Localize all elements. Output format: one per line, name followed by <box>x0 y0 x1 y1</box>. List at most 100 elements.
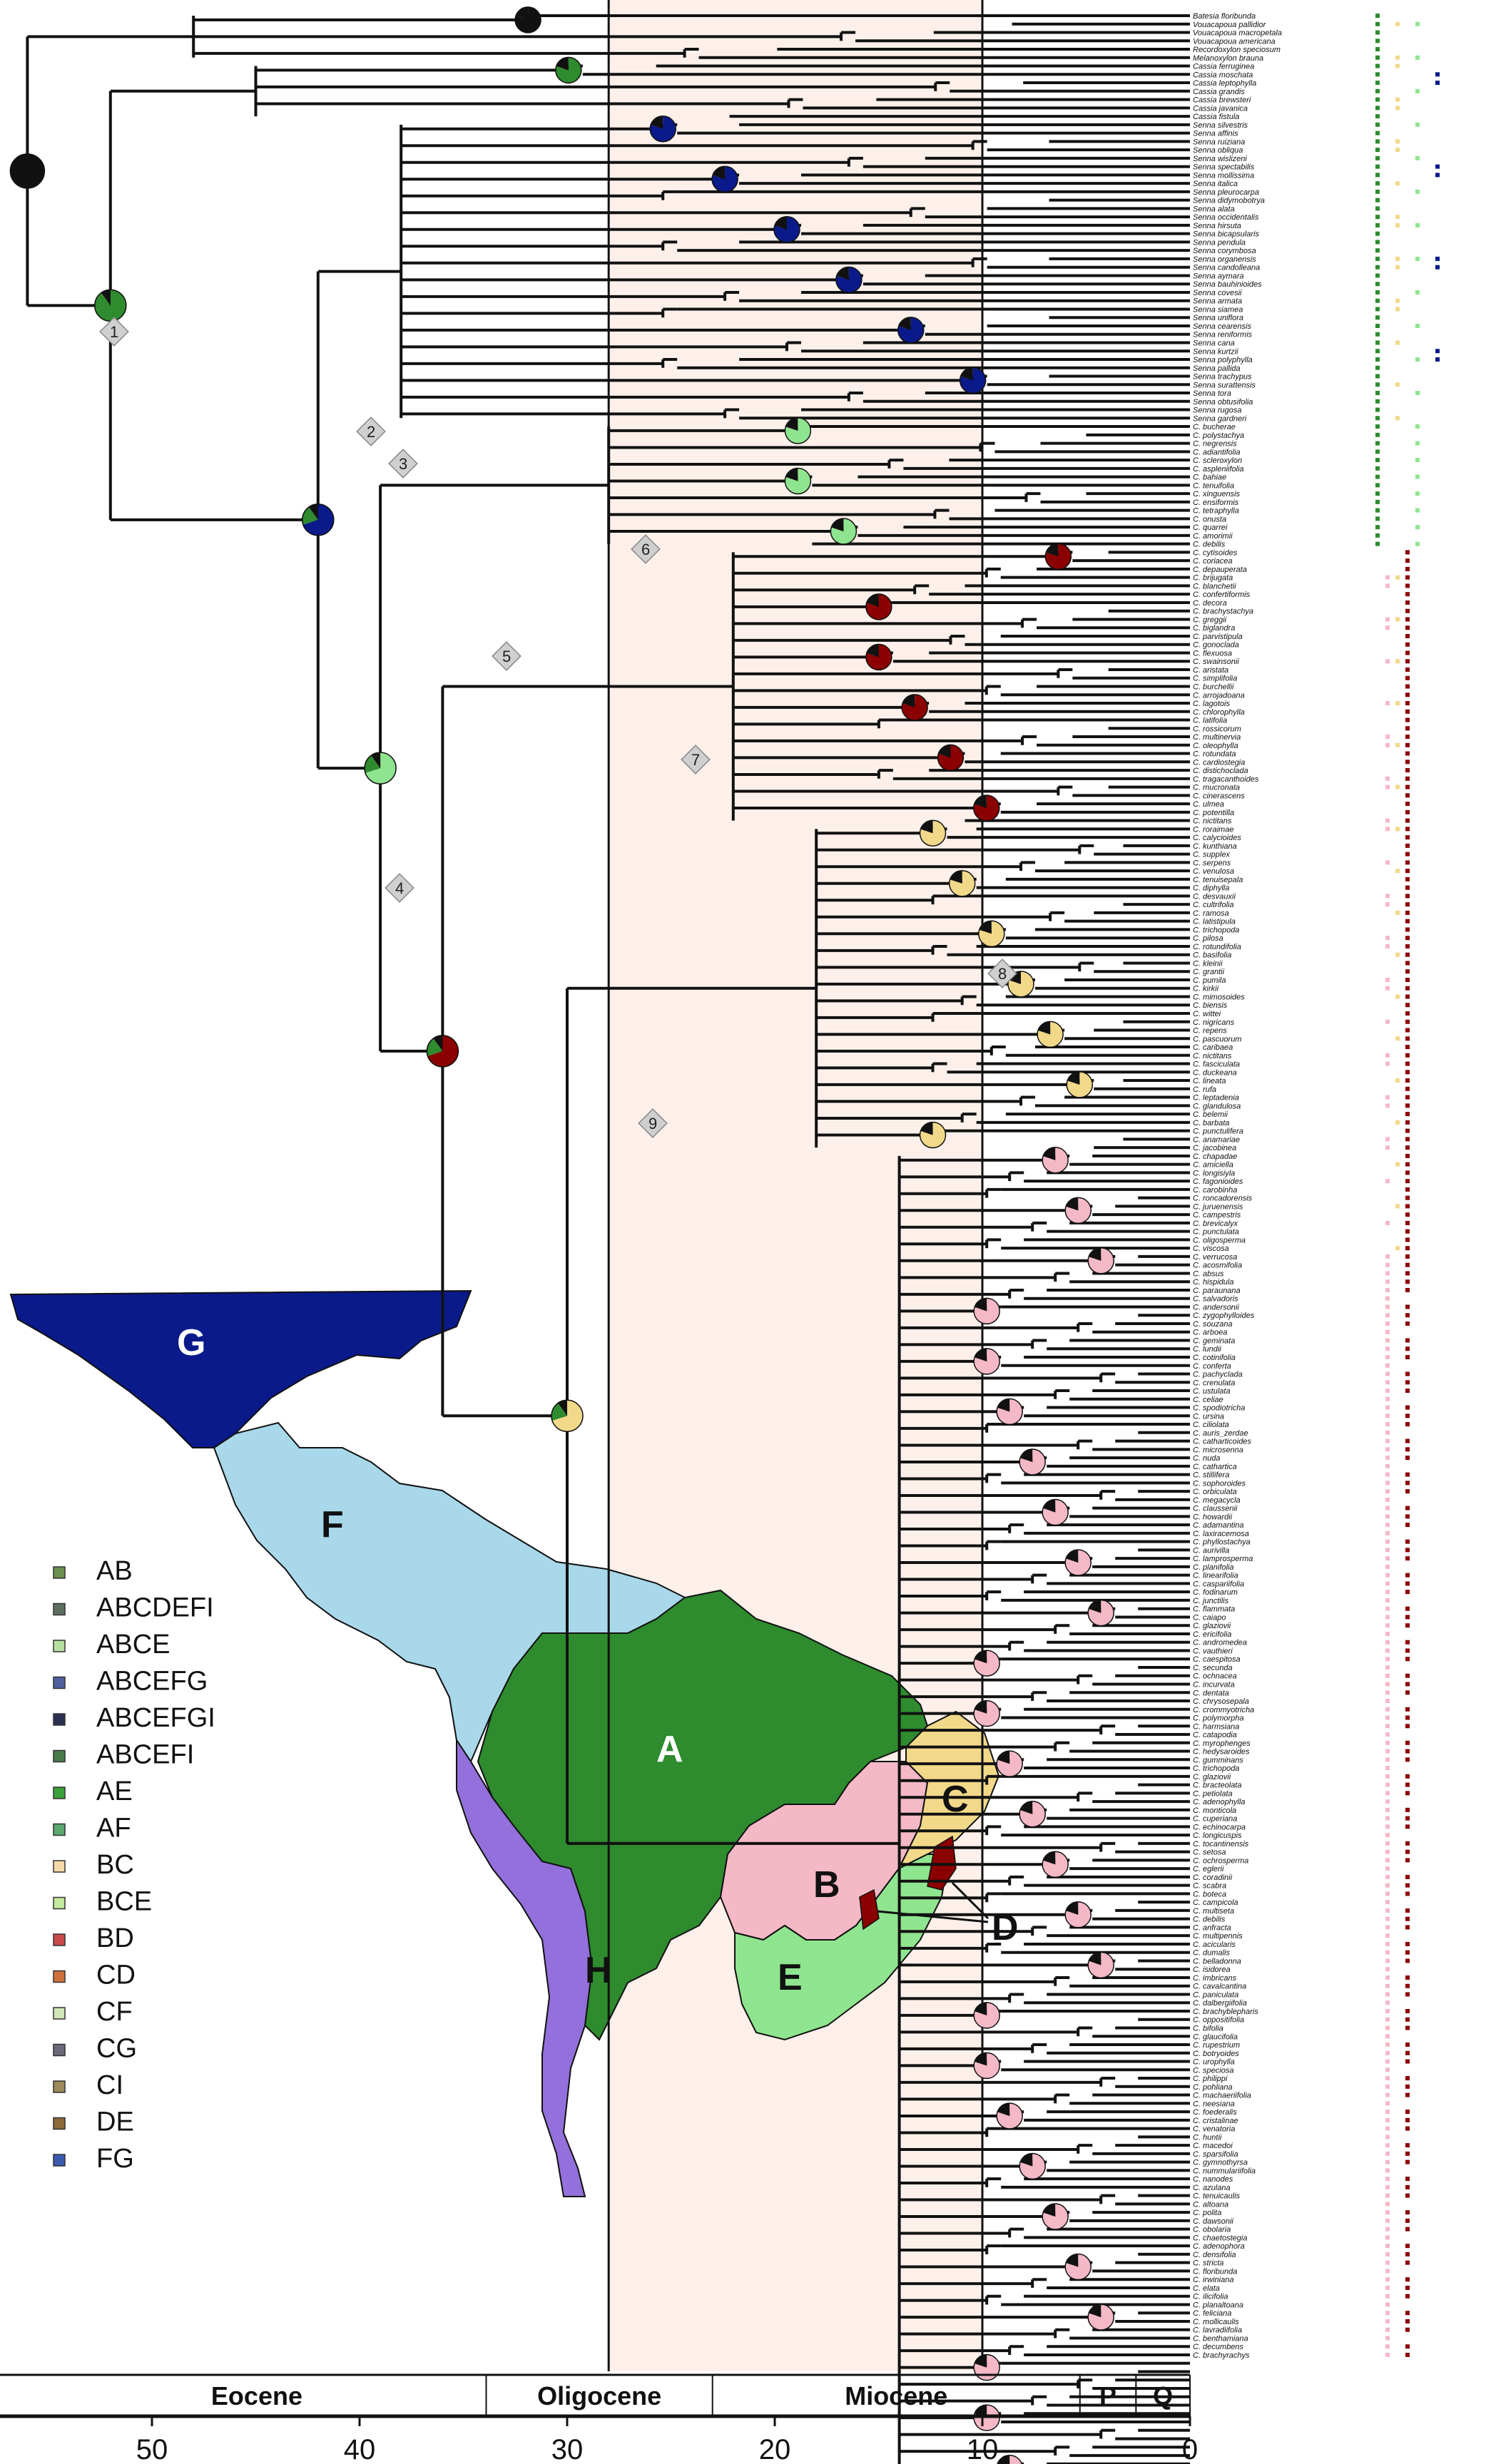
range-dot <box>1385 1447 1390 1452</box>
pie-slice <box>1089 2304 1101 2318</box>
tip-label: Cassia javanica <box>1193 104 1248 113</box>
tip-label: C. elata <box>1193 2284 1220 2293</box>
node-label: 2 <box>356 416 386 446</box>
tip-label: Senna candolleana <box>1193 264 1260 272</box>
range-dot <box>1385 1615 1390 1620</box>
range-dot <box>1375 88 1380 93</box>
tip-label: C. crenulata <box>1193 1379 1235 1387</box>
ancestral-pie <box>919 1121 947 1149</box>
tip-label: C. foederalis <box>1193 2108 1237 2117</box>
range-dot <box>1415 189 1420 194</box>
range-dot <box>1405 1950 1410 1955</box>
pie-slice <box>830 518 857 545</box>
range-dot <box>1385 1640 1390 1645</box>
tip-label: Senna bauhinioides <box>1193 280 1262 289</box>
range-dot <box>1375 315 1380 320</box>
range-dot <box>1405 1824 1410 1829</box>
pie-slice <box>433 1035 443 1051</box>
range-dot <box>1405 760 1410 765</box>
tip-label: Senna bicapsularis <box>1193 230 1259 239</box>
tip-label: C. orbiculata <box>1193 1488 1237 1496</box>
range-dot <box>1375 323 1380 328</box>
range-dot <box>1385 1824 1390 1829</box>
range-dot <box>1405 1925 1410 1930</box>
tip-label: C. greggii <box>1193 615 1227 624</box>
range-dot <box>1395 994 1400 999</box>
range-dot <box>1405 2218 1410 2223</box>
map-label-d: D <box>992 1907 1019 1948</box>
pie-outline <box>1019 1800 1046 1828</box>
pie-outline <box>773 216 800 243</box>
range-dot <box>1405 1061 1410 1066</box>
range-dot <box>1405 768 1410 773</box>
range-dot <box>1385 2184 1390 2189</box>
pie-slice <box>975 2002 987 2015</box>
pie-outline <box>1037 1021 1064 1048</box>
range-dot <box>1405 2193 1410 2198</box>
tip-label: C. scabra <box>1193 1882 1226 1891</box>
tip-label: C. petiolata <box>1193 1789 1233 1798</box>
tip-label: C. quarrei <box>1193 523 1228 532</box>
pie-slice <box>866 644 879 658</box>
tip-label: C. leptadenia <box>1193 1094 1239 1103</box>
node-label: 6 <box>631 534 661 564</box>
range-dot <box>1405 1078 1410 1083</box>
range-dot <box>1405 1816 1410 1821</box>
ancestral-pie <box>1019 1800 1046 1828</box>
range-dot <box>1395 416 1400 421</box>
range-dot <box>1385 2294 1390 2299</box>
tip-label: C. oligosperma <box>1193 1236 1246 1244</box>
legend-swatch <box>53 2007 66 2020</box>
pie-slice <box>997 1399 1023 1425</box>
range-dot <box>1385 2210 1390 2215</box>
range-dot <box>1405 583 1410 588</box>
range-dot <box>1385 1682 1390 1687</box>
tip-label: C. azulana <box>1193 2184 1231 2192</box>
range-dot <box>1385 1908 1390 1913</box>
range-dot <box>1405 1103 1410 1108</box>
range-dot <box>1405 1606 1410 1611</box>
pie-outline <box>1042 1146 1069 1174</box>
tip-label: C. xinguensis <box>1193 490 1241 499</box>
range-dot <box>1405 1112 1410 1117</box>
tip-label: C. linearifolia <box>1193 1572 1238 1580</box>
pie-outline <box>649 115 676 143</box>
range-dot <box>1385 1866 1390 1871</box>
ancestral-pie <box>937 744 965 772</box>
range-dot <box>1405 1556 1410 1561</box>
range-dot <box>1385 1690 1390 1695</box>
ancestral-pie <box>973 2002 1000 2029</box>
ancestral-pie <box>973 1650 1000 1677</box>
range-dot <box>1375 466 1380 471</box>
tip-label: C. machaeriifolia <box>1193 2092 1251 2100</box>
tip-label: C. celiae <box>1193 1396 1223 1404</box>
time-axis: Eocene Oligocene Miocene P Q 50 40 30 20 10 0 <box>0 2373 1198 2464</box>
tip-label: C. aspleniifolia <box>1193 465 1244 474</box>
ancestral-pie <box>1042 1146 1069 1174</box>
range-dot <box>1405 793 1410 798</box>
tick-label: 50 <box>136 2434 168 2464</box>
pie-slice <box>997 1399 1010 1412</box>
range-dot <box>1405 1019 1410 1024</box>
node-label: 3 <box>388 449 418 479</box>
tip-label: C. jacobinea <box>1193 1144 1236 1152</box>
range-dot <box>1405 2260 1410 2265</box>
tip-label: Melanoxylon brauna <box>1193 54 1263 63</box>
pie-slice <box>95 290 126 322</box>
tip-label: C. duckeana <box>1193 1068 1237 1077</box>
range-dot <box>1385 2218 1390 2223</box>
tip-label: C. geminata <box>1193 1336 1235 1345</box>
tip-label: C. coriacea <box>1193 557 1233 566</box>
tip-label: C. brachystachya <box>1193 608 1253 616</box>
range-dot <box>1375 173 1380 178</box>
tip-label: C. densifolia <box>1193 2251 1236 2259</box>
tip-label: C. adenophylla <box>1193 1798 1245 1806</box>
range-dot <box>1395 1036 1400 1041</box>
tip-label: C. flammata <box>1193 1605 1235 1614</box>
range-dot <box>1395 181 1400 186</box>
pie-slice <box>937 745 964 771</box>
pie-slice <box>1008 971 1021 984</box>
map-label-a: A <box>656 1729 683 1770</box>
range-dot <box>1405 2117 1410 2122</box>
